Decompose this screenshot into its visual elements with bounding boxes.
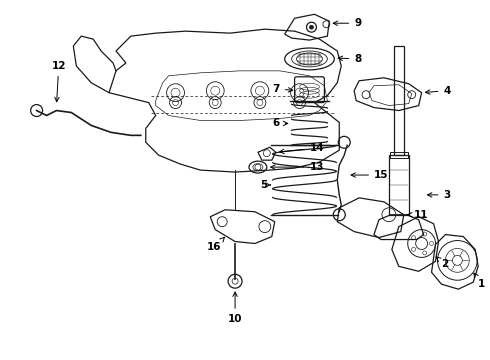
Text: 2: 2 <box>436 257 449 269</box>
Text: 11: 11 <box>408 210 428 220</box>
Text: 14: 14 <box>280 143 324 154</box>
Text: 9: 9 <box>333 18 361 28</box>
Text: 3: 3 <box>427 190 451 200</box>
Text: 5: 5 <box>261 180 270 190</box>
Text: 12: 12 <box>51 61 66 102</box>
Text: 8: 8 <box>338 54 362 64</box>
Text: 13: 13 <box>270 162 324 172</box>
Text: 16: 16 <box>207 237 224 252</box>
Text: 7: 7 <box>272 84 293 94</box>
Text: 6: 6 <box>272 118 288 129</box>
Text: 15: 15 <box>351 170 389 180</box>
Bar <box>394 46 404 155</box>
Text: 1: 1 <box>474 273 486 289</box>
Text: 4: 4 <box>425 86 451 96</box>
Bar <box>390 152 408 158</box>
Text: 10: 10 <box>228 292 243 324</box>
Circle shape <box>310 25 314 29</box>
Bar <box>389 155 409 215</box>
